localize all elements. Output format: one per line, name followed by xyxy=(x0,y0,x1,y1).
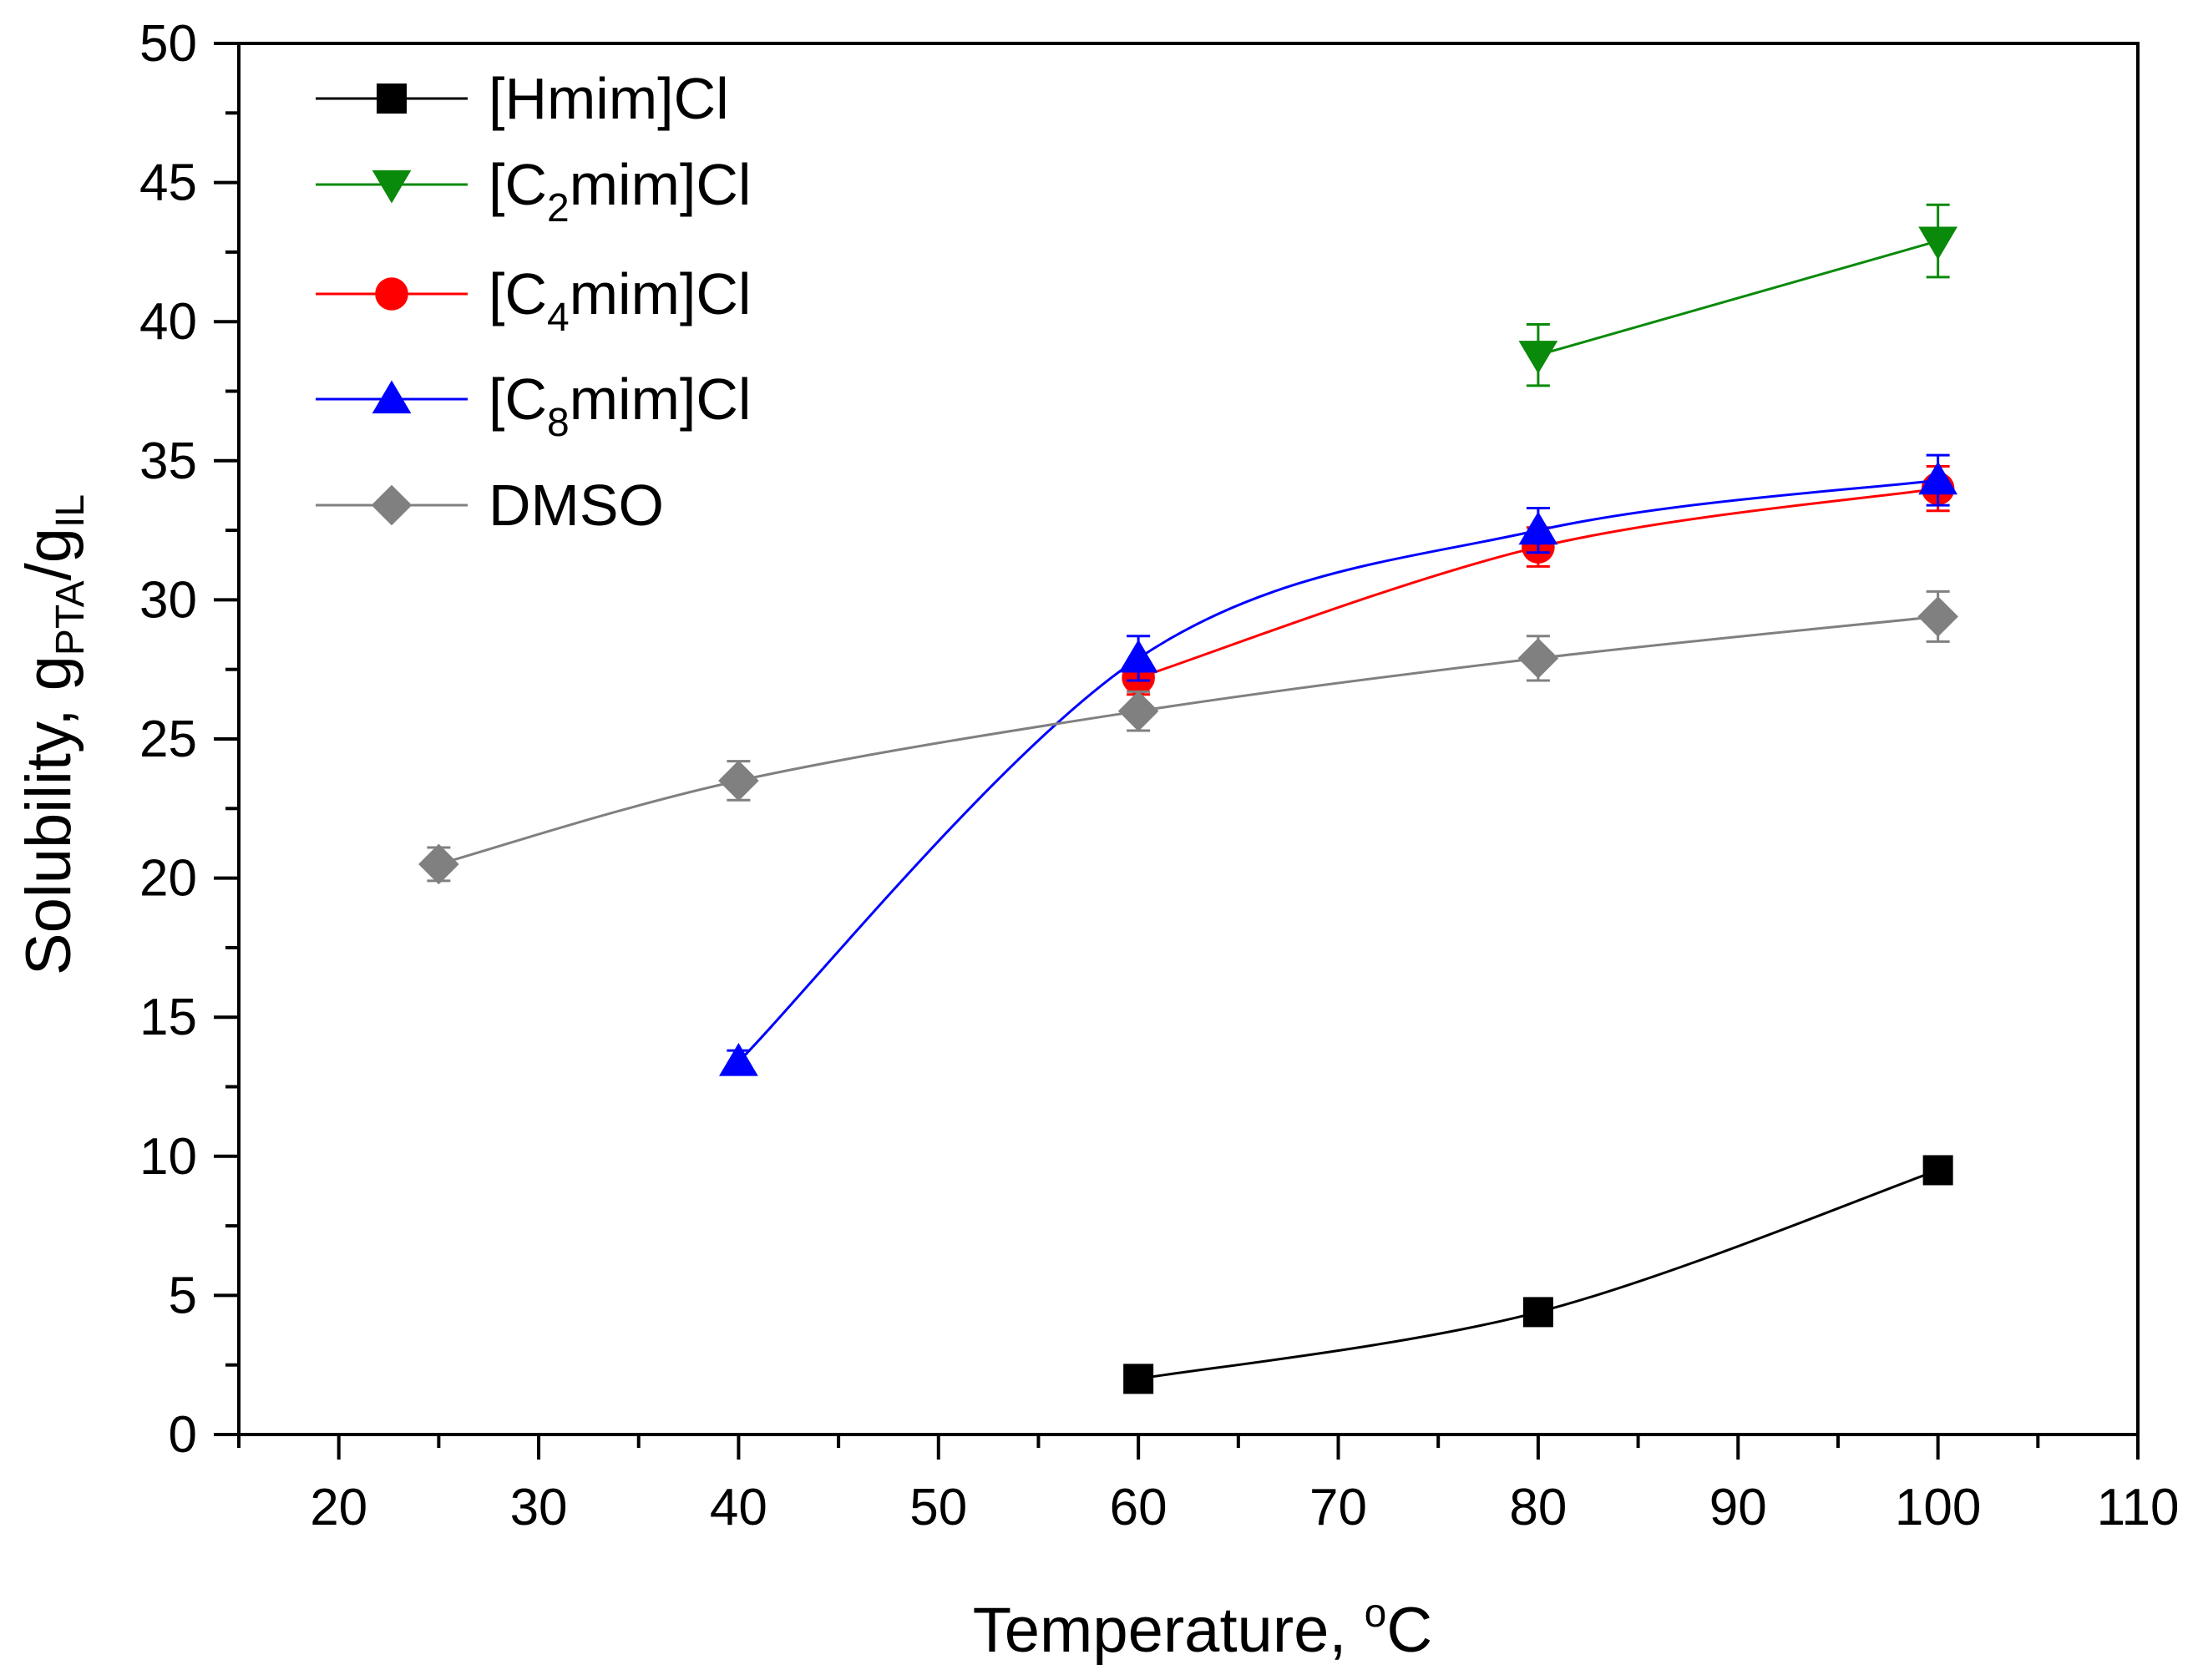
y-tick-label: 15 xyxy=(139,989,197,1046)
x-tick-label: 40 xyxy=(710,1479,767,1536)
series-[Hmim]Cl xyxy=(1123,1155,1953,1394)
legend-marker xyxy=(372,170,412,204)
series-line xyxy=(1537,240,1939,357)
y-tick-label: 50 xyxy=(139,15,197,73)
series-layer xyxy=(418,203,1958,1394)
y-axis: 0 5 10 15 20 25 30 35 40 45 50 xyxy=(139,15,239,1464)
data-point xyxy=(1518,341,1558,374)
legend-label: [Hmim]Cl xyxy=(489,66,729,131)
series-line xyxy=(1137,1169,1939,1380)
x-tick-label: 110 xyxy=(2097,1479,2180,1536)
legend-marker xyxy=(372,380,412,414)
series-[C8mim]Cl xyxy=(719,453,1958,1076)
legend-label: [C4mim]Cl xyxy=(489,261,751,340)
x-tick-label: 50 xyxy=(909,1479,967,1536)
data-point xyxy=(418,843,459,885)
legend-marker xyxy=(371,484,413,526)
data-point xyxy=(719,1043,758,1076)
data-point xyxy=(1917,596,1958,637)
series-line xyxy=(737,478,1938,1063)
data-point xyxy=(1918,226,1958,261)
y-tick-label: 5 xyxy=(169,1267,197,1324)
series-DMSO xyxy=(418,590,1958,885)
x-tick-label: 90 xyxy=(1709,1479,1767,1536)
legend-marker xyxy=(375,277,408,311)
x-tick-label: 30 xyxy=(510,1479,568,1536)
x-tick-label: 80 xyxy=(1509,1479,1567,1536)
data-point xyxy=(1922,1155,1953,1186)
y-tick-label: 40 xyxy=(139,293,197,351)
legend-item: [C4mim]Cl xyxy=(316,261,751,340)
y-tick-label: 35 xyxy=(139,433,197,490)
x-axis-title: Temperature, oC xyxy=(973,1591,1432,1666)
y-tick-label: 20 xyxy=(139,850,197,908)
plot-area xyxy=(237,42,2140,1436)
y-tick-label: 30 xyxy=(139,571,197,629)
data-point xyxy=(1118,639,1158,673)
series-[C2mim]Cl xyxy=(1518,203,1958,387)
legend-label: [C2mim]Cl xyxy=(489,152,751,230)
x-tick-label: 70 xyxy=(1309,1479,1367,1536)
y-tick-label: 25 xyxy=(139,711,197,768)
data-point xyxy=(1517,638,1559,679)
legend-label: DMSO xyxy=(489,473,664,538)
series-line xyxy=(438,615,1938,866)
x-axis: 20 30 40 50 60 70 80 90 100 110 xyxy=(237,1435,2180,1536)
data-point xyxy=(1117,691,1159,731)
legend-item: [Hmim]Cl xyxy=(316,66,729,131)
legend-label: [C8mim]Cl xyxy=(489,367,751,445)
x-tick-label: 20 xyxy=(310,1479,367,1536)
plot-border xyxy=(237,42,2140,1436)
y-tick-label: 45 xyxy=(139,154,197,212)
x-tick-label: 60 xyxy=(1110,1479,1167,1536)
y-tick-label: 0 xyxy=(169,1406,197,1464)
data-point xyxy=(1518,511,1558,545)
x-tick-label: 100 xyxy=(1895,1479,1981,1536)
legend-item: DMSO xyxy=(316,473,664,538)
legend-item: [C2mim]Cl xyxy=(316,152,751,230)
data-point xyxy=(1123,1364,1154,1394)
legend-item: [C8mim]Cl xyxy=(316,367,751,445)
legend-marker xyxy=(377,83,407,114)
legend: [Hmim]Cl [C2mim]Cl [C4mim]Cl [C8mim]Cl DMSO xyxy=(316,66,751,538)
data-point xyxy=(1918,461,1958,495)
y-axis-title: Solubility, gPTA/gIL xyxy=(13,494,93,975)
data-point xyxy=(1522,1297,1553,1328)
data-point xyxy=(718,760,759,802)
y-tick-label: 10 xyxy=(139,1128,197,1186)
